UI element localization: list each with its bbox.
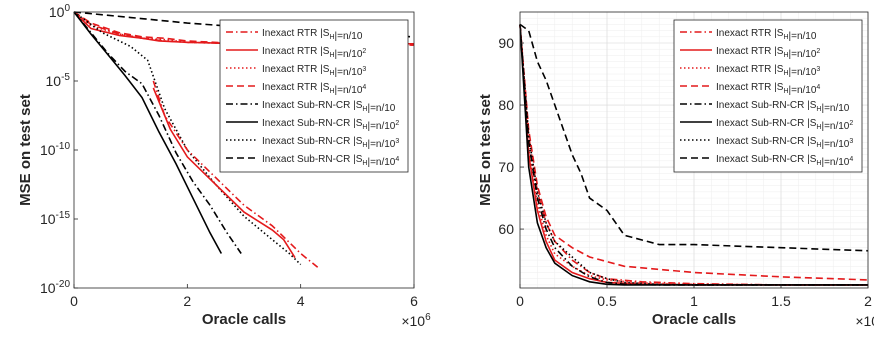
x-tick-label: 2 (183, 293, 191, 309)
series-line-7 (519, 24, 868, 286)
x-tick-label: 1 (690, 293, 698, 309)
series-line-9 (152, 80, 319, 268)
series-group (519, 23, 869, 286)
x-tick-label: 0 (516, 293, 524, 309)
x-axis-multiplier: ×106 (401, 312, 431, 329)
y-tick-label: 10-10 (40, 141, 70, 158)
x-tick-label: 1.5 (771, 293, 791, 309)
series-line-10 (152, 87, 296, 259)
y-tick-label: 10-5 (46, 72, 71, 89)
series-line-6 (73, 11, 223, 254)
legend-box (673, 19, 863, 173)
legend-entry: Inexact RTR |SH|=n/104 (716, 82, 820, 96)
series-line-7 (73, 11, 302, 266)
legend-box (219, 19, 409, 173)
legend-entry: Inexact RTR |SH|=n/10 (716, 28, 817, 42)
x-tick-label: 0 (70, 293, 78, 309)
x-tick-label: 6 (410, 293, 418, 309)
legend-entry: Inexact Sub-RN-CR |SH|=n/104 (262, 154, 399, 168)
chart-right-linear-mse: 0 0.5 1 1.5 2 60 70 80 90 Oracle calls MSE on test… (477, 11, 874, 329)
legend-entry: Inexact Sub-RN-CR |SH|=n/10 (716, 100, 850, 114)
legend-entry: Inexact Sub-RN-CR |SH|=n/103 (262, 136, 399, 150)
x-axis-multiplier: ×106 (855, 312, 874, 329)
y-tick-label: 90 (498, 35, 514, 51)
legend-entry: Inexact Sub-RN-CR |SH|=n/104 (716, 154, 853, 168)
legend-entry: Inexact Sub-RN-CR |SH|=n/102 (262, 118, 399, 132)
chart-left-log-mse: 0 2 4 6 100 10-5 10-10 10-15 10-20 Oracle calls MS… (17, 3, 431, 329)
series-line-1 (73, 11, 415, 46)
y-tick-label: 70 (498, 159, 514, 175)
y-axis-label: MSE on test set (17, 94, 34, 206)
series-line-8 (519, 23, 869, 252)
legend-entry: Inexact RTR |SH|=n/102 (262, 46, 366, 60)
x-axis-label: Oracle calls (652, 311, 736, 328)
series-line-1 (519, 24, 868, 286)
series-line-4 (519, 24, 869, 281)
x-tick-label: 2 (864, 293, 872, 309)
x-tick-label: 4 (297, 293, 305, 309)
legend-entry: Inexact RTR |SH|=n/103 (262, 64, 366, 78)
legend: Inexact RTR |SH|=n/10 Inexact RTR |SH|=n/… (219, 19, 409, 173)
legend-entry: Inexact RTR |SH|=n/102 (716, 46, 820, 60)
legend-entry: Inexact Sub-RN-CR |SH|=n/102 (716, 118, 853, 132)
series-line-5 (73, 11, 242, 254)
legend-entry: Inexact Sub-RN-CR |SH|=n/103 (716, 136, 853, 150)
y-tick-label: 80 (498, 97, 514, 113)
legend-entry: Inexact RTR |SH|=n/103 (716, 64, 820, 78)
legend: Inexact RTR |SH|=n/10 Inexact RTR |SH|=n/… (673, 19, 863, 173)
legend-entry: Inexact RTR |SH|=n/104 (262, 82, 366, 96)
legend-entry: Inexact Sub-RN-CR |SH|=n/10 (262, 100, 396, 114)
y-tick-label: 10-15 (40, 210, 70, 227)
legend-entry: Inexact RTR |SH|=n/10 (262, 28, 363, 42)
y-axis-label: MSE on test set (477, 94, 494, 206)
y-tick-label: 60 (498, 221, 514, 237)
x-axis-label: Oracle calls (202, 311, 286, 328)
x-tick-label: 0.5 (597, 293, 617, 309)
y-tick-label: 10-20 (40, 279, 70, 296)
y-tick-label: 100 (49, 3, 71, 20)
